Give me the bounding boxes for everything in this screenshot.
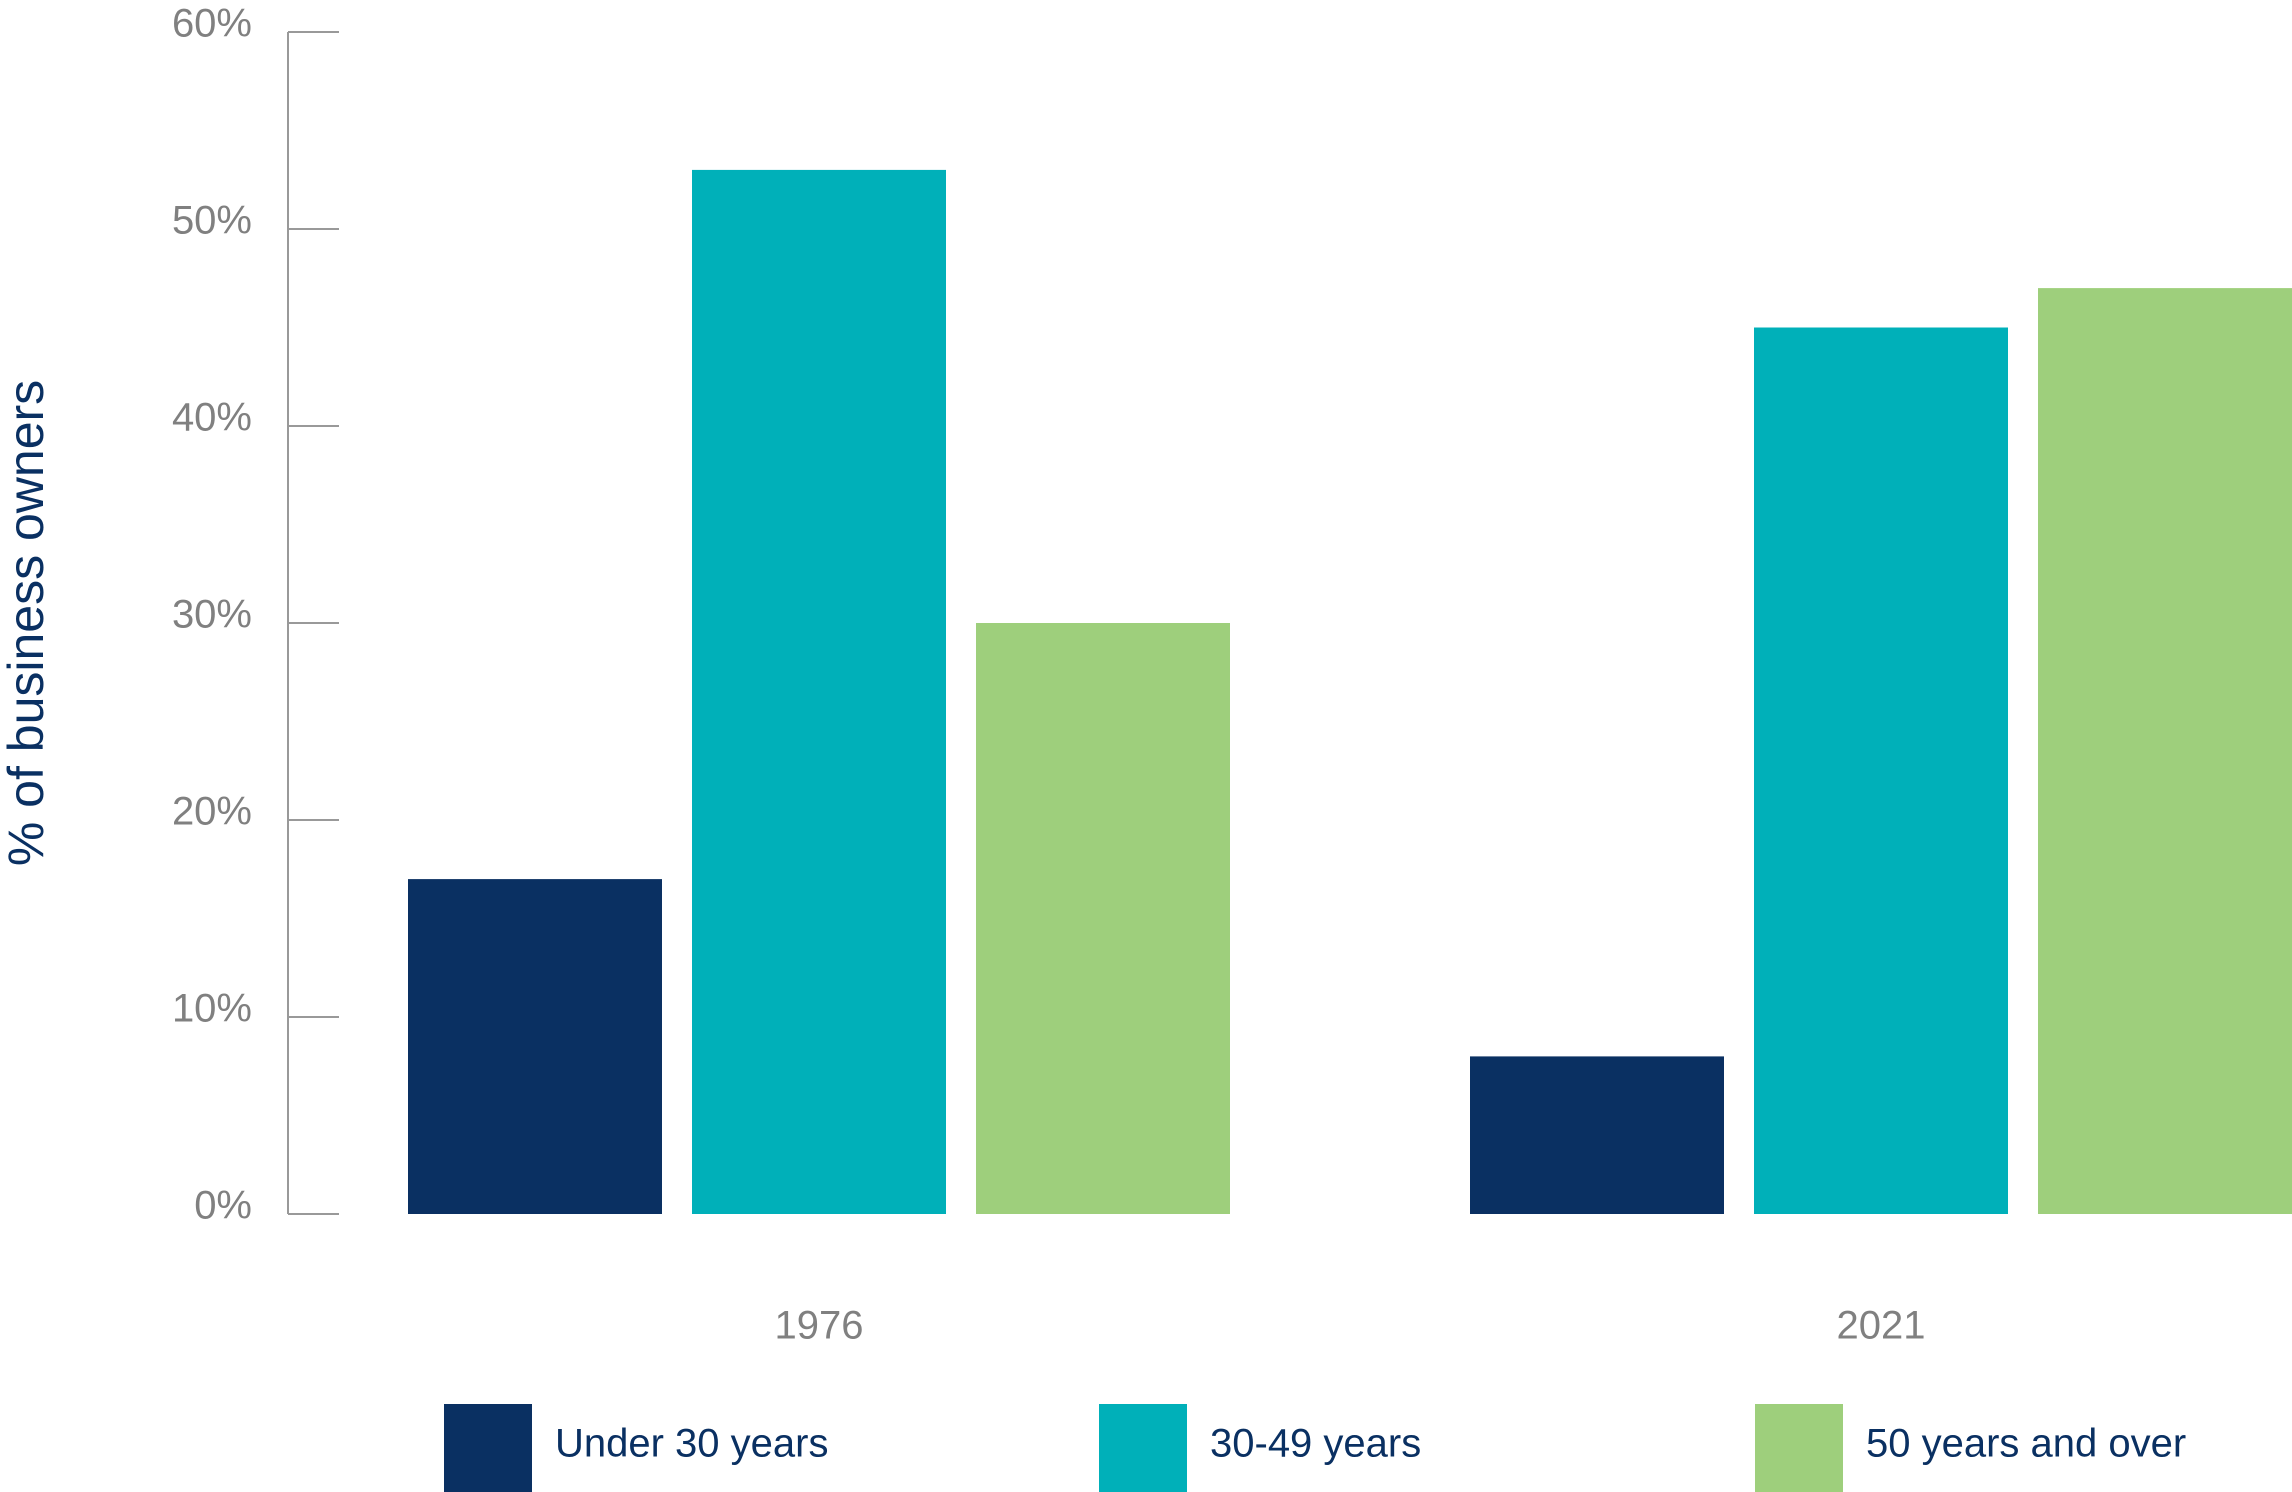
legend-swatch (1099, 1404, 1187, 1492)
bar (1754, 327, 2008, 1214)
legend-label: 50 years and over (1866, 1422, 2186, 1466)
y-axis-label: % of business owners (0, 380, 54, 866)
legend-label: 30-49 years (1210, 1422, 1421, 1466)
y-tick-label: 0% (194, 1184, 252, 1228)
bar (1470, 1056, 1724, 1214)
legend-label: Under 30 years (555, 1422, 828, 1466)
y-tick-label: 20% (172, 790, 252, 834)
bar (976, 623, 1230, 1214)
y-tick-label: 10% (172, 987, 252, 1031)
bar (692, 169, 946, 1214)
x-tick-label: 1976 (775, 1304, 864, 1348)
legend-swatch (444, 1404, 532, 1492)
y-tick-label: 60% (172, 2, 252, 46)
y-tick-label: 50% (172, 199, 252, 243)
legend-swatch (1755, 1404, 1843, 1492)
x-tick-label: 2021 (1837, 1304, 1926, 1348)
y-tick-label: 30% (172, 593, 252, 637)
y-tick-label: 40% (172, 396, 252, 440)
bar (408, 879, 662, 1214)
bar (2038, 288, 2292, 1215)
